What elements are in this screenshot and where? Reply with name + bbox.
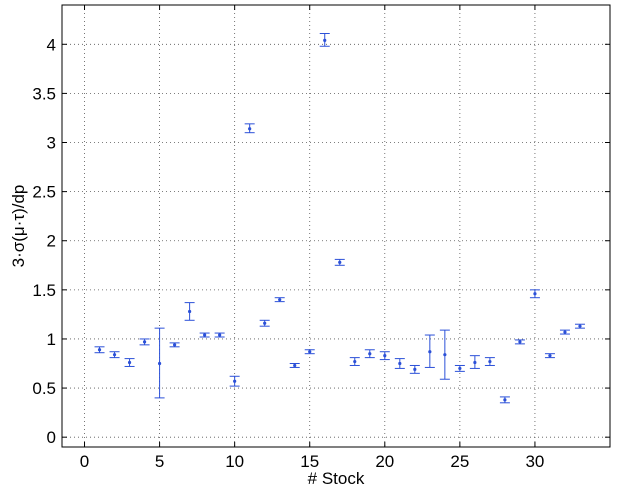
data-point-marker — [338, 260, 342, 264]
errorbar-point — [439, 329, 450, 380]
data-point-marker — [233, 379, 237, 383]
errorbar-point — [214, 332, 225, 338]
y-tick-label: 2 — [47, 232, 56, 251]
y-tick-label: 0.5 — [32, 379, 56, 398]
y-tick-label: 1.5 — [32, 281, 56, 300]
axes: 0 5 10 15 20 25 30 0 0.5 1 1.5 2 2.5 3 3.5 4 — [32, 5, 610, 471]
x-tick-label: 15 — [300, 452, 319, 471]
errorbar-point — [544, 353, 555, 359]
data-point-marker — [142, 340, 147, 344]
errorbar-point — [454, 364, 465, 372]
data-point-marker — [248, 127, 252, 131]
y-tick-label: 3 — [47, 134, 56, 153]
errorbar-point — [199, 332, 210, 338]
errorbar-point — [559, 329, 570, 335]
y-tick-label: 1 — [47, 330, 56, 349]
data-point-marker — [97, 348, 102, 352]
data-point-marker — [278, 298, 282, 302]
errorbar-point — [304, 349, 315, 355]
x-tick-label: 20 — [375, 452, 394, 471]
errorbar-point — [409, 364, 420, 374]
data-point-marker — [518, 340, 522, 344]
data-point-marker — [398, 361, 402, 366]
data-point-marker — [308, 350, 312, 354]
data-point-marker — [413, 367, 417, 372]
errorbar-point — [274, 297, 285, 303]
data-point-marker — [443, 353, 447, 357]
x-axis-label: # Stock — [308, 469, 365, 488]
errorbar-point — [169, 342, 180, 348]
errorbar-point — [109, 351, 120, 359]
x-tick-label: 25 — [450, 452, 469, 471]
data-point-marker — [112, 353, 117, 357]
errorbar-point — [184, 302, 195, 321]
errorbar-point — [499, 396, 510, 404]
errorbar-point — [289, 363, 300, 368]
errorbar-point — [364, 349, 375, 359]
x-tick-label: 0 — [80, 452, 89, 471]
data-point-marker — [173, 343, 177, 347]
errorbar-point — [229, 375, 240, 387]
errorbar-point — [124, 358, 135, 367]
data-point-marker — [383, 354, 387, 358]
errorbar-point — [334, 258, 345, 266]
y-tick-label: 4 — [47, 35, 56, 54]
data-point-marker — [563, 330, 567, 334]
data-point-marker — [533, 292, 537, 296]
data-point-marker — [218, 333, 222, 337]
y-tick-label: 3.5 — [32, 84, 56, 103]
errorbar-point — [319, 32, 330, 47]
x-tick-label: 5 — [155, 452, 164, 471]
errorbar-point — [259, 319, 270, 327]
data-series — [94, 32, 585, 404]
errorbar-point — [139, 338, 150, 346]
data-point-marker — [203, 333, 207, 337]
errorbar-point — [394, 358, 405, 369]
errorbar-point — [484, 357, 495, 366]
data-point-marker — [263, 321, 267, 325]
errorbar-point — [529, 289, 540, 299]
errorbar-point — [469, 355, 480, 369]
errorbar-point — [424, 334, 435, 368]
errorbar-point — [514, 339, 525, 345]
errorbar-point — [349, 357, 360, 366]
data-point-marker — [548, 354, 552, 358]
data-point-marker — [353, 359, 357, 364]
data-point-marker — [323, 38, 327, 42]
x-tick-label: 30 — [525, 452, 544, 471]
y-tick-label: 2.5 — [32, 183, 56, 202]
data-point-marker — [488, 359, 492, 364]
data-point-marker — [293, 363, 297, 368]
y-tick-label: 0 — [47, 428, 56, 447]
data-point-marker — [127, 360, 132, 365]
data-point-marker — [188, 309, 192, 314]
errorbar-point — [379, 351, 390, 361]
data-point-marker — [503, 398, 507, 402]
data-point-marker — [458, 366, 462, 371]
plot-frame — [61, 4, 611, 448]
data-point-marker — [473, 360, 477, 365]
y-axis-label: 3·σ(μ·τ)/dp — [9, 185, 28, 268]
x-tick-label: 10 — [225, 452, 244, 471]
errorbar-point — [244, 123, 255, 134]
errorbar-point — [154, 327, 165, 399]
errorbar-point — [574, 323, 585, 329]
errorbar-point — [94, 346, 105, 354]
data-point-marker — [428, 350, 432, 354]
data-point-marker — [157, 361, 162, 366]
data-point-marker — [368, 352, 372, 356]
data-point-marker — [578, 324, 582, 328]
